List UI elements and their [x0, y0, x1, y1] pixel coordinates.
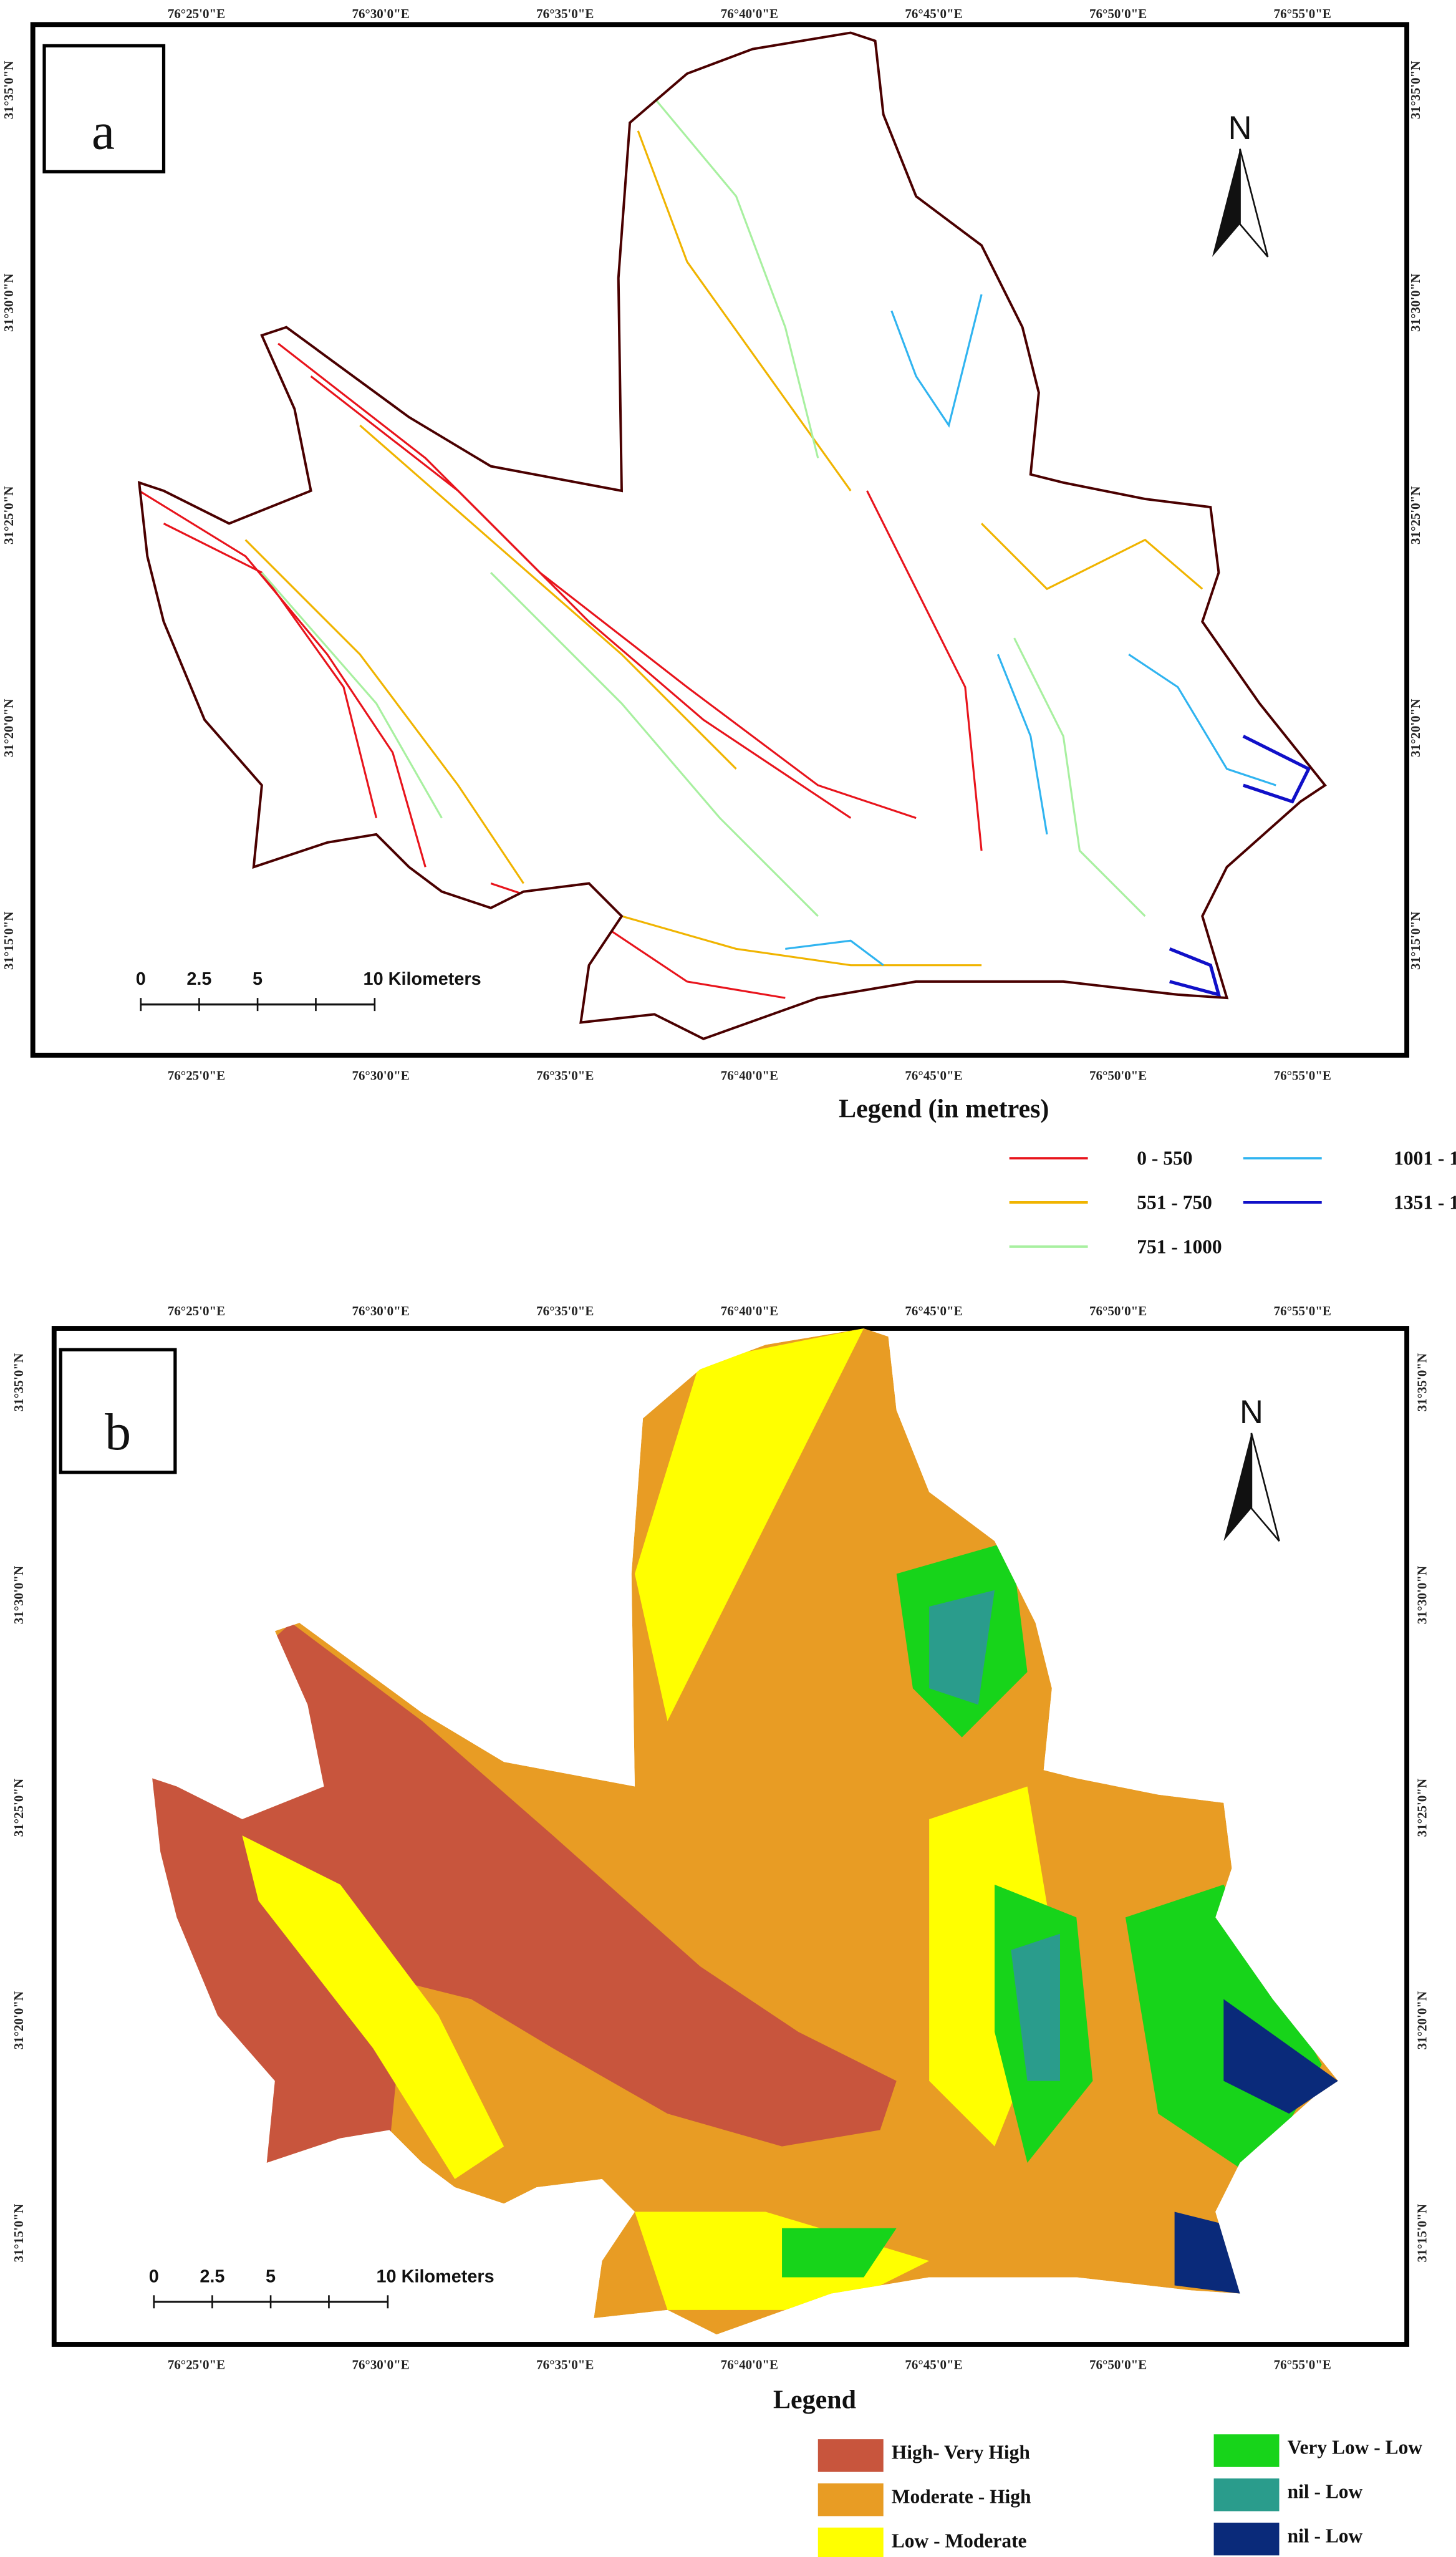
longitude-label: 76°40'0"E: [721, 6, 778, 21]
latitude-label: 31°25'0"N: [11, 1779, 26, 1837]
latitude-label: 31°35'0"N: [1408, 61, 1423, 119]
latitude-label: 31°30'0"N: [1408, 274, 1423, 332]
latitude-label: 31°35'0"N: [1415, 1353, 1430, 1411]
legend-label: 551 - 750: [1137, 1192, 1212, 1214]
scale-label: 5: [253, 969, 263, 989]
legend-label: 751 - 1000: [1137, 1235, 1222, 1257]
latitude-label: 31°25'0"N: [1408, 486, 1423, 544]
north-label: N: [1228, 110, 1252, 147]
latitude-label: 31°15'0"N: [1415, 2204, 1430, 2262]
longitude-label: 76°40'0"E: [721, 1303, 778, 1318]
panel-frame: [51, 1326, 1410, 2347]
legend-title: Legend: [773, 2385, 856, 2414]
legend-swatch: [1213, 2522, 1280, 2556]
longitude-label: 76°35'0"E: [536, 1068, 594, 1083]
zone-map: [152, 1328, 1338, 2335]
latitude-label: 31°35'0"N: [11, 1353, 26, 1411]
longitude-label: 76°35'0"E: [536, 1303, 594, 1318]
legend-label: Moderate - High: [892, 2485, 1031, 2507]
panel-label-box: [42, 44, 166, 174]
panel-label-box: [59, 1348, 177, 1474]
legend-swatch: [817, 2527, 884, 2557]
longitude-label: 76°25'0"E: [168, 6, 225, 21]
longitude-label: 76°25'0"E: [168, 1068, 225, 1083]
longitude-label: 76°50'0"E: [1089, 1303, 1147, 1318]
scale-label: 10 Kilometers: [364, 969, 481, 989]
legend-title: Legend (in metres): [839, 1095, 1049, 1124]
latitude-label: 31°20'0"N: [1408, 699, 1423, 757]
scale-label: 5: [266, 2266, 276, 2286]
legend-swatch: [817, 2439, 884, 2472]
longitude-label: 76°45'0"E: [905, 2357, 962, 2372]
longitude-label: 76°35'0"E: [536, 6, 594, 21]
longitude-label: 76°25'0"E: [168, 1303, 225, 1318]
panel-label: b: [105, 1403, 131, 1461]
latitude-label: 31°30'0"N: [11, 1566, 26, 1624]
longitude-label: 76°35'0"E: [536, 2357, 594, 2372]
longitude-label: 76°45'0"E: [905, 1068, 962, 1083]
latitude-label: 31°30'0"N: [1, 274, 16, 332]
north-arrow: [1239, 148, 1269, 258]
scale-label: 10 Kilometers: [377, 2266, 494, 2286]
longitude-label: 76°55'0"E: [1274, 1068, 1331, 1083]
panel-label: a: [92, 103, 115, 161]
latitude-label: 31°15'0"N: [1, 912, 16, 970]
legend-label: High- Very High: [892, 2442, 1031, 2463]
longitude-label: 76°45'0"E: [905, 1303, 962, 1318]
latitude-label: 31°35'0"N: [1, 61, 16, 119]
legend-label: 1001 - 1350: [1394, 1148, 1456, 1169]
latitude-label: 31°25'0"N: [1, 486, 16, 544]
north-label: N: [1240, 1395, 1263, 1431]
latitude-label: 31°20'0"N: [1415, 1991, 1430, 2049]
latitude-label: 31°25'0"N: [1415, 1779, 1430, 1837]
north-arrow: [1223, 1433, 1251, 1542]
longitude-label: 76°50'0"E: [1089, 6, 1147, 21]
longitude-label: 76°30'0"E: [352, 2357, 409, 2372]
scale-label: 0: [149, 2266, 159, 2286]
longitude-label: 76°40'0"E: [721, 1068, 778, 1083]
latitude-label: 31°20'0"N: [1, 699, 16, 757]
legend-label: Very Low - Low: [1288, 2437, 1423, 2458]
north-arrow: [1250, 1433, 1280, 1542]
longitude-label: 76°55'0"E: [1274, 2357, 1331, 2372]
legend-label: nil - Low: [1288, 2525, 1363, 2546]
longitude-label: 76°25'0"E: [168, 2357, 225, 2372]
legend-label: nil - Low: [1288, 2481, 1363, 2503]
contour-map: [138, 31, 1326, 1040]
annotations: a 76°25'0"E 76°25'0"E 76°30'0"E 76°30'0"E 76°…: [1, 6, 1456, 2557]
longitude-label: 76°30'0"E: [352, 1303, 409, 1318]
legend-label: 1351 - 1900: [1394, 1192, 1456, 1214]
scale-label: 2.5: [186, 969, 211, 989]
legend-label: Low - Moderate: [892, 2530, 1027, 2551]
panel-frame: [30, 22, 1410, 1058]
longitude-label: 76°55'0"E: [1274, 1303, 1331, 1318]
scale-label: 2.5: [200, 2266, 224, 2286]
latitude-label: 31°20'0"N: [11, 1991, 26, 2049]
longitude-label: 76°30'0"E: [352, 1068, 409, 1083]
legend-swatch: [1213, 2478, 1280, 2511]
legend-swatch: [817, 2483, 884, 2516]
longitude-label: 76°50'0"E: [1089, 2357, 1147, 2372]
latitude-label: 31°15'0"N: [1408, 912, 1423, 970]
scale-label: 0: [136, 969, 146, 989]
longitude-label: 76°45'0"E: [905, 6, 962, 21]
latitude-label: 31°30'0"N: [1415, 1566, 1430, 1624]
legend-swatch: [1213, 2434, 1280, 2467]
north-arrow: [1212, 148, 1240, 257]
legend-label: 0 - 550: [1137, 1148, 1192, 1169]
longitude-label: 76°30'0"E: [352, 6, 409, 21]
latitude-label: 31°15'0"N: [11, 2204, 26, 2262]
longitude-label: 76°40'0"E: [721, 2357, 778, 2372]
longitude-label: 76°55'0"E: [1274, 6, 1331, 21]
longitude-label: 76°50'0"E: [1089, 1068, 1147, 1083]
